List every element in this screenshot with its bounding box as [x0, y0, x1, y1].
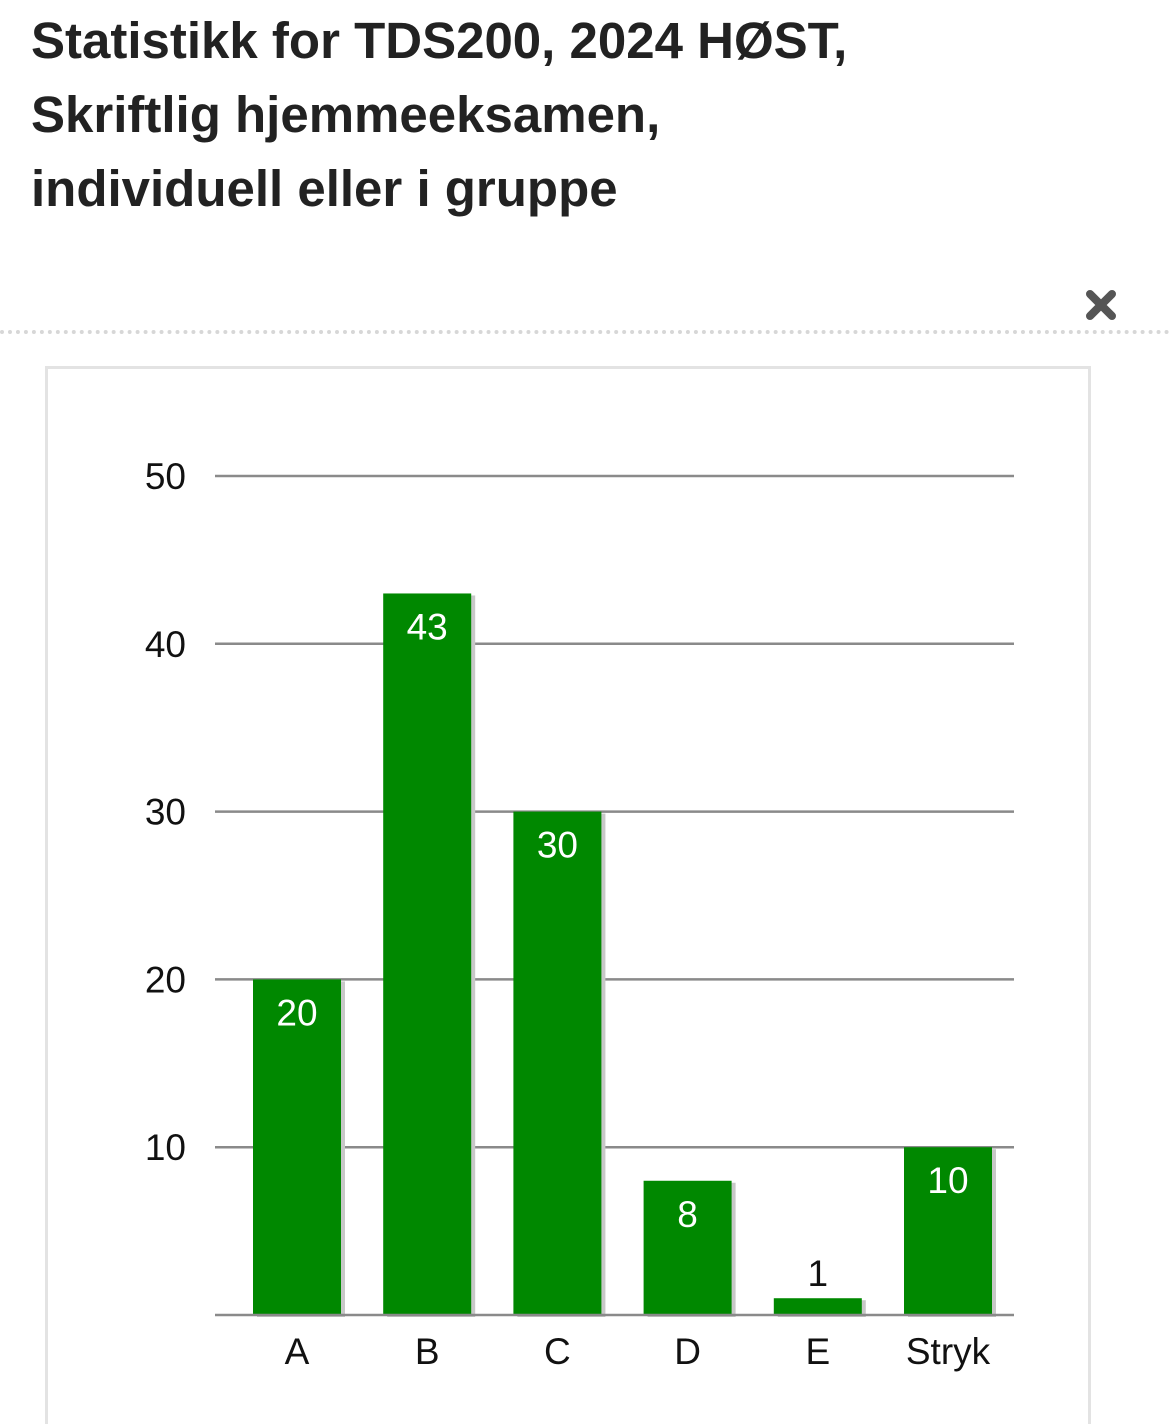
- bar-value-label-C: 30: [537, 825, 578, 866]
- bar-E: [773, 1298, 862, 1315]
- bar-A: [253, 979, 341, 1315]
- title-line-2: Skriftlig hjemmeeksamen,: [31, 86, 661, 143]
- bar-D: [643, 1180, 732, 1315]
- x-tick-label-E: E: [805, 1331, 830, 1372]
- y-tick-label-20: 20: [145, 959, 186, 1000]
- bar-value-label-E: 1: [808, 1253, 829, 1294]
- x-tick-label-Stryk: Stryk: [906, 1331, 991, 1372]
- bar-C: [513, 811, 602, 1315]
- bar-B: [383, 593, 472, 1315]
- y-tick-label-10: 10: [145, 1127, 186, 1168]
- title-line-3: individuell eller i gruppe: [31, 160, 618, 217]
- x-tick-label-A: A: [285, 1331, 310, 1372]
- y-tick-label-50: 50: [145, 456, 186, 497]
- x-tick-label-D: D: [674, 1331, 701, 1372]
- bar-value-label-A: 20: [276, 992, 317, 1033]
- bar-value-label-Stryk: 10: [927, 1160, 968, 1201]
- bar-Stryk: [904, 1147, 992, 1315]
- x-tick-label-B: B: [415, 1331, 440, 1372]
- title-line-1: Statistikk for TDS200, 2024 HØST,: [31, 12, 848, 69]
- y-tick-label-30: 30: [145, 792, 186, 833]
- divider: [0, 330, 1170, 334]
- page-title: Statistikk for TDS200, 2024 HØST, Skrift…: [31, 4, 1051, 226]
- y-tick-label-40: 40: [145, 624, 186, 665]
- bar-value-label-B: 43: [407, 606, 448, 647]
- close-icon[interactable]: [1082, 286, 1120, 324]
- bar-value-label-D: 8: [677, 1194, 698, 1235]
- x-tick-label-C: C: [544, 1331, 571, 1372]
